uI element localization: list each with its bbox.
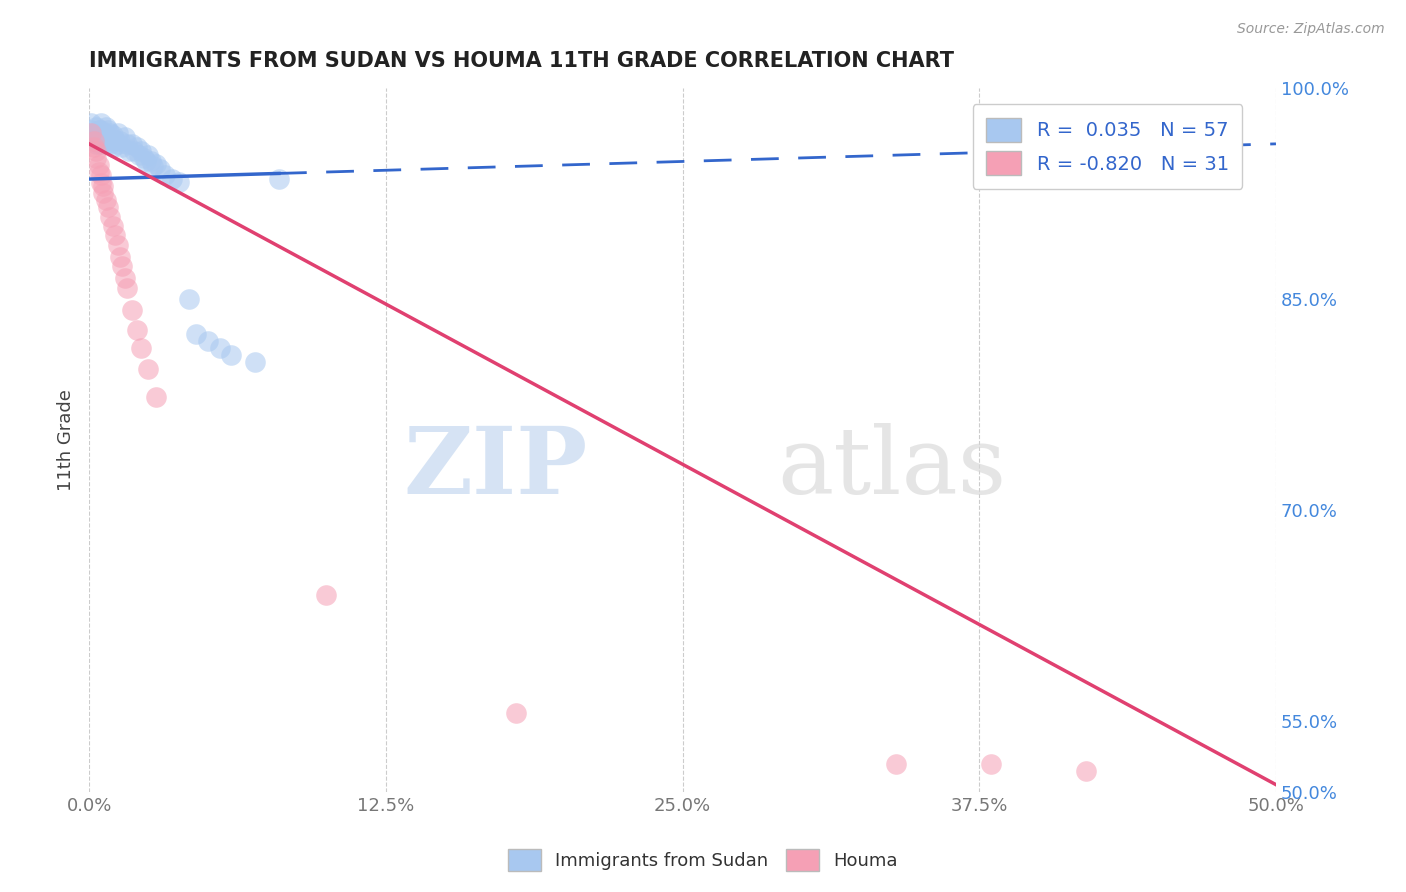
Point	[94, 128, 117, 143]
Point	[129, 144, 152, 158]
Point	[145, 390, 167, 404]
Point	[83, 134, 105, 148]
Point	[114, 270, 136, 285]
Point	[90, 176, 112, 190]
Point	[138, 362, 160, 376]
Point	[104, 133, 127, 147]
Point	[114, 129, 136, 144]
Point	[121, 303, 143, 318]
Point	[84, 136, 107, 151]
Point	[90, 129, 112, 144]
Point	[149, 162, 172, 177]
Point	[80, 122, 103, 136]
Point	[97, 122, 120, 136]
Point	[97, 133, 120, 147]
Point	[125, 139, 148, 153]
Point	[221, 348, 243, 362]
Point	[91, 134, 114, 148]
Point	[91, 179, 114, 194]
Point	[80, 116, 103, 130]
Point	[87, 136, 110, 151]
Point	[100, 126, 122, 140]
Point	[84, 151, 107, 165]
Point	[104, 228, 127, 243]
Point	[83, 129, 105, 144]
Point	[94, 136, 117, 151]
Point	[208, 341, 231, 355]
Point	[91, 126, 114, 140]
Point	[107, 126, 129, 140]
Point	[108, 134, 131, 148]
Legend: R =  0.035   N = 57, R = -0.820   N = 31: R = 0.035 N = 57, R = -0.820 N = 31	[973, 104, 1243, 189]
Point	[125, 323, 148, 337]
Point	[138, 148, 160, 162]
Point	[267, 172, 290, 186]
Point	[87, 129, 110, 144]
Point	[121, 136, 143, 151]
Point	[101, 128, 124, 143]
Point	[160, 172, 183, 186]
Point	[87, 165, 110, 179]
Point	[100, 136, 122, 151]
Text: Source: ZipAtlas.com: Source: ZipAtlas.com	[1237, 22, 1385, 37]
Legend: Immigrants from Sudan, Houma: Immigrants from Sudan, Houma	[501, 842, 905, 879]
Point	[101, 219, 124, 233]
Point	[87, 158, 110, 172]
Point	[245, 355, 267, 369]
Point	[129, 341, 152, 355]
Y-axis label: 11th Grade: 11th Grade	[58, 389, 75, 491]
Point	[184, 326, 207, 341]
Point	[115, 136, 138, 151]
Point	[107, 136, 129, 151]
Point	[135, 153, 157, 168]
Point	[91, 186, 114, 201]
Point	[153, 168, 176, 182]
Point	[83, 126, 105, 140]
Point	[84, 120, 107, 134]
Point	[145, 156, 167, 170]
Point	[107, 238, 129, 252]
Point	[177, 292, 200, 306]
Point	[94, 193, 117, 207]
Point	[132, 151, 155, 165]
Point	[80, 126, 103, 140]
Point	[84, 144, 107, 158]
Text: IMMIGRANTS FROM SUDAN VS HOUMA 11TH GRADE CORRELATION CHART: IMMIGRANTS FROM SUDAN VS HOUMA 11TH GRAD…	[89, 51, 955, 70]
Point	[87, 122, 110, 136]
Point	[197, 334, 219, 348]
Point	[84, 129, 107, 144]
Point	[505, 706, 527, 720]
Point	[142, 160, 165, 174]
Point	[84, 126, 107, 140]
Point	[122, 144, 145, 158]
Point	[128, 148, 150, 162]
Point	[90, 136, 112, 151]
Point	[315, 588, 337, 602]
Point	[83, 134, 105, 148]
Point	[100, 210, 122, 224]
Text: ZIP: ZIP	[404, 423, 588, 513]
Point	[111, 260, 134, 274]
Point	[94, 120, 117, 134]
Point	[97, 200, 120, 214]
Point	[90, 122, 112, 136]
Point	[115, 280, 138, 294]
Point	[1074, 764, 1097, 778]
Point	[90, 116, 112, 130]
Point	[118, 144, 141, 158]
Point	[980, 756, 1002, 771]
Point	[101, 139, 124, 153]
Point	[884, 756, 907, 771]
Point	[139, 153, 162, 168]
Point	[90, 168, 112, 182]
Point	[83, 139, 105, 153]
Point	[111, 139, 134, 153]
Text: atlas: atlas	[778, 423, 1007, 513]
Point	[108, 250, 131, 264]
Point	[169, 175, 191, 189]
